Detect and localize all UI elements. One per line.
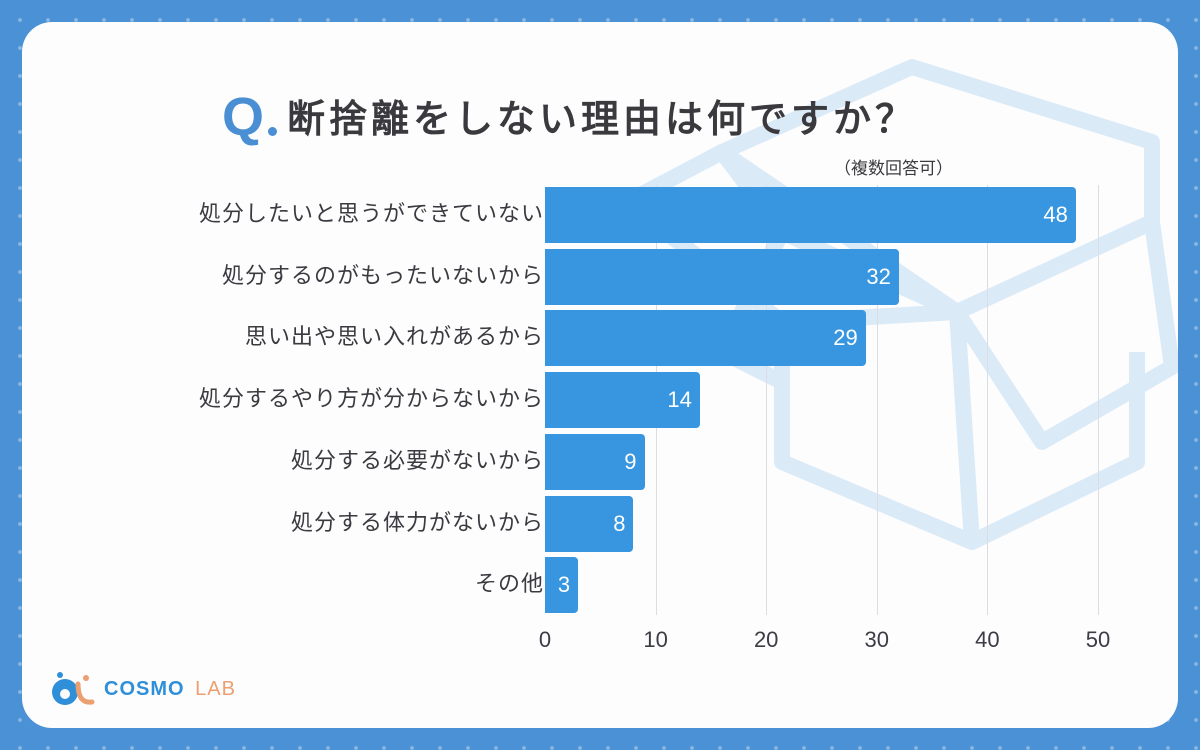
- logo-primary: COSMO: [104, 677, 185, 700]
- bar: 9: [545, 433, 645, 490]
- bar-row: 処分するのがもったいないから 32: [22, 248, 1178, 305]
- cosmo-lab-logo-icon: [52, 672, 95, 705]
- gridline: [876, 185, 878, 615]
- category-label: 処分する体力がないから: [290, 510, 544, 536]
- chart-card: Q 断捨離をしない理由は何ですか？ （複数回答可） 0 10 20 30 40 50 処分し…: [22, 22, 1178, 728]
- bar-row: 処分する必要がないから 9: [22, 433, 1178, 490]
- x-axis-tick: 30: [864, 627, 890, 652]
- bar-value-label: 32: [866, 263, 891, 289]
- chart-title: Q 断捨離をしない理由は何ですか？: [222, 84, 917, 144]
- logo-secondary: LAB: [195, 677, 236, 700]
- bar-row: 処分したいと思うができていない 48: [22, 187, 1178, 243]
- category-label: その他: [474, 572, 544, 598]
- x-axis-tick: 20: [753, 627, 779, 652]
- bar-chart: 0 10 20 30 40 50 処分したいと思うができていない 48 処分するのがもったいない…: [22, 22, 1178, 728]
- bar-row: 処分するやり方が分からないから 14: [22, 372, 1178, 429]
- x-axis-tick: 40: [975, 627, 1000, 652]
- x-axis-tick: 50: [1085, 627, 1111, 652]
- category-label: 処分したいと思うができていない: [198, 202, 544, 227]
- bar-row: その他 3: [22, 557, 1178, 614]
- gridline: [987, 185, 989, 615]
- q-dot: [268, 127, 278, 136]
- q-mark: Q: [222, 87, 265, 147]
- bar-value-label: 48: [1043, 202, 1068, 227]
- category-label: 処分する必要がないから: [290, 448, 544, 474]
- bar-value-label: 9: [624, 448, 637, 474]
- bar: 3: [545, 557, 579, 614]
- gridline: [766, 185, 768, 615]
- category-label: 思い出や思い入れがあるから: [244, 325, 544, 351]
- gridline: [1098, 185, 1099, 615]
- bar: 48: [545, 187, 1076, 243]
- chart-subtitle: （複数回答可）: [834, 159, 953, 179]
- bar-value-label: 3: [557, 572, 571, 598]
- bar: 32: [545, 248, 899, 305]
- bar-value-label: 14: [667, 387, 692, 413]
- x-axis-tick: 10: [643, 627, 668, 652]
- category-label: 処分するやり方が分からないから: [198, 387, 544, 413]
- bar: 14: [545, 372, 700, 429]
- x-axis-tick: 0: [538, 627, 552, 652]
- bar: 8: [545, 495, 634, 552]
- title-text: 断捨離をしない理由は何ですか？: [287, 97, 918, 141]
- bar-value-label: 29: [833, 325, 858, 351]
- logo: COSMO LAB: [48, 670, 236, 708]
- logo-text: COSMO LAB: [104, 678, 236, 701]
- bar: 29: [545, 310, 866, 367]
- bar-row: 処分する体力がないから 8: [22, 495, 1178, 552]
- bar-value-label: 8: [613, 510, 626, 536]
- bar-row: 思い出や思い入れがあるから 29: [22, 310, 1178, 367]
- category-label: 処分するのがもったいないから: [221, 263, 544, 289]
